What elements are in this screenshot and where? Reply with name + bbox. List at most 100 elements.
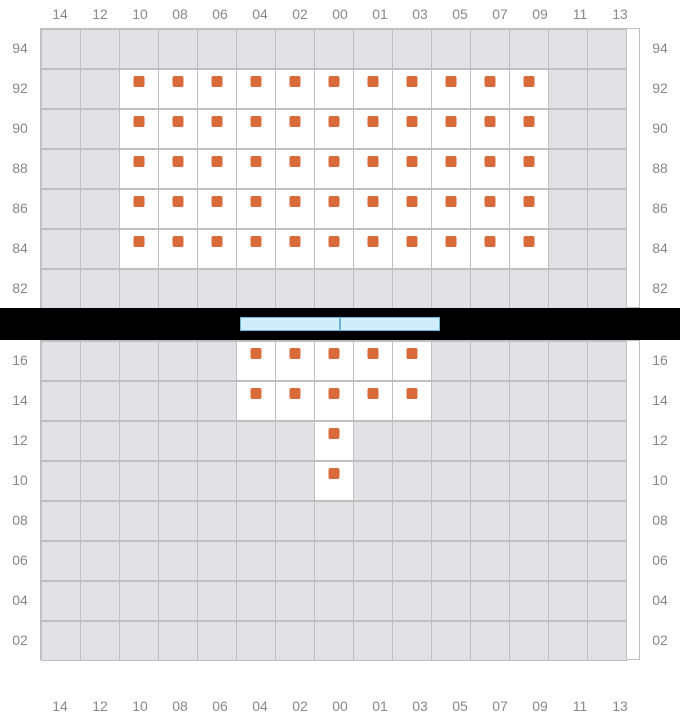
empty-cell [470,501,510,541]
seat-cell[interactable] [197,109,237,149]
seat-cell[interactable] [431,149,471,189]
seat-cell[interactable] [275,229,315,269]
empty-cell [431,541,471,581]
column-label: 04 [240,6,280,22]
seat-cell[interactable] [353,149,393,189]
seat-cell[interactable] [392,341,432,381]
column-label: 07 [480,698,520,714]
empty-cell [587,149,627,189]
seat-cell[interactable] [392,229,432,269]
empty-cell [548,621,588,661]
seat-icon [172,76,183,87]
grid-row [41,621,639,661]
empty-cell [431,381,471,421]
seat-cell[interactable] [470,149,510,189]
seat-cell[interactable] [431,109,471,149]
column-label: 05 [440,6,480,22]
seat-cell[interactable] [314,341,354,381]
seat-cell[interactable] [275,341,315,381]
seat-cell[interactable] [197,69,237,109]
seat-cell[interactable] [158,69,198,109]
seat-cell[interactable] [314,381,354,421]
seat-cell[interactable] [314,69,354,109]
seat-cell[interactable] [392,69,432,109]
seat-cell[interactable] [431,69,471,109]
seat-cell[interactable] [119,69,159,109]
empty-cell [431,581,471,621]
seat-cell[interactable] [119,109,159,149]
empty-cell [509,269,549,309]
row-label: 06 [0,540,40,580]
seat-icon [445,196,456,207]
seat-cell[interactable] [353,229,393,269]
empty-cell [470,621,510,661]
seat-cell[interactable] [392,381,432,421]
seat-cell[interactable] [470,229,510,269]
seat-cell[interactable] [275,69,315,109]
seat-cell[interactable] [314,421,354,461]
seat-cell[interactable] [353,341,393,381]
seat-cell[interactable] [275,381,315,421]
seat-cell[interactable] [158,149,198,189]
seat-cell[interactable] [236,341,276,381]
empty-cell [197,269,237,309]
empty-cell [275,581,315,621]
seat-cell[interactable] [509,69,549,109]
seat-cell[interactable] [119,229,159,269]
seat-cell[interactable] [314,149,354,189]
column-label: 11 [560,698,600,714]
seat-cell[interactable] [431,229,471,269]
seat-cell[interactable] [158,109,198,149]
seat-cell[interactable] [470,69,510,109]
empty-cell [197,581,237,621]
seat-cell[interactable] [236,381,276,421]
seat-cell[interactable] [392,189,432,229]
empty-cell [509,461,549,501]
seat-cell[interactable] [353,109,393,149]
empty-cell [119,621,159,661]
seat-cell[interactable] [509,109,549,149]
seat-icon [367,388,378,399]
seat-cell[interactable] [392,109,432,149]
seat-cell[interactable] [275,149,315,189]
seat-icon [289,76,300,87]
seat-cell[interactable] [314,109,354,149]
seat-cell[interactable] [275,189,315,229]
seat-cell[interactable] [470,189,510,229]
seat-icon [289,388,300,399]
seat-cell[interactable] [158,229,198,269]
seat-cell[interactable] [509,229,549,269]
seat-cell[interactable] [119,189,159,229]
seat-cell[interactable] [197,149,237,189]
seat-cell[interactable] [236,109,276,149]
seat-cell[interactable] [431,189,471,229]
seat-cell[interactable] [119,149,159,189]
seat-cell[interactable] [197,229,237,269]
seat-cell[interactable] [236,229,276,269]
empty-cell [509,421,549,461]
seat-icon [406,156,417,167]
seat-cell[interactable] [314,461,354,501]
seating-chart: { "layout": { "columns": ["14","12","10"… [0,0,680,720]
seat-cell[interactable] [236,189,276,229]
empty-cell [275,501,315,541]
seat-cell[interactable] [353,381,393,421]
seat-cell[interactable] [236,149,276,189]
empty-cell [41,381,81,421]
seat-cell[interactable] [314,229,354,269]
seat-icon [328,468,339,479]
seat-cell[interactable] [353,189,393,229]
seat-cell[interactable] [470,109,510,149]
column-labels-bottom: 141210080604020001030507091113 [40,698,640,714]
seat-cell[interactable] [509,189,549,229]
seat-cell[interactable] [236,69,276,109]
seat-cell[interactable] [509,149,549,189]
seat-cell[interactable] [197,189,237,229]
seat-cell[interactable] [392,149,432,189]
seat-icon [406,76,417,87]
seat-cell[interactable] [158,189,198,229]
seat-cell[interactable] [353,69,393,109]
seat-cell[interactable] [275,109,315,149]
seat-cell[interactable] [314,189,354,229]
empty-cell [119,581,159,621]
